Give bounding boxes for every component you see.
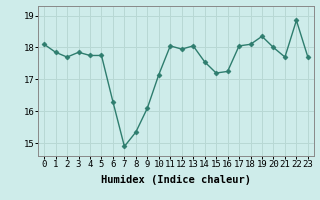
X-axis label: Humidex (Indice chaleur): Humidex (Indice chaleur) — [101, 175, 251, 185]
